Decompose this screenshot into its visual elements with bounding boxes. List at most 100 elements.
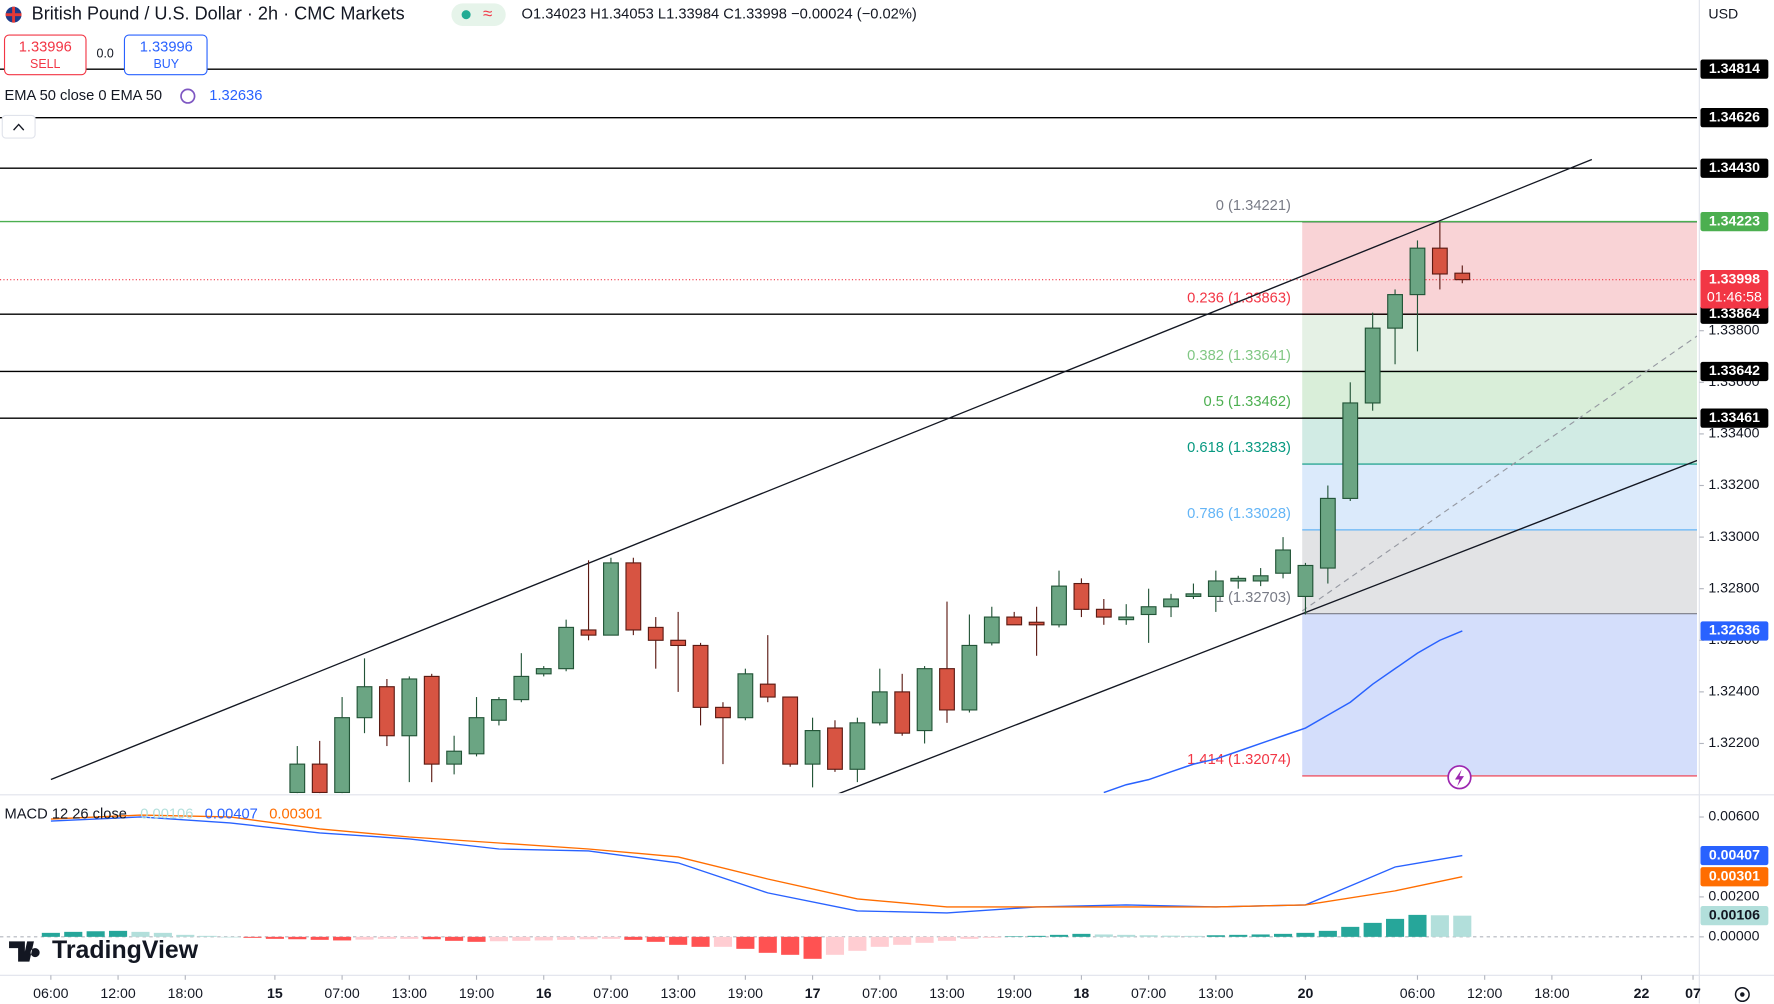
candle-body <box>1342 402 1359 499</box>
candle-body <box>401 678 418 737</box>
y-tick-label: 1.33000 <box>1708 528 1759 544</box>
macd-hist-bar <box>221 936 240 938</box>
macd-line <box>50 816 1463 914</box>
macd-hist-bar <box>176 934 195 937</box>
currency[interactable]: USD <box>1708 5 1738 21</box>
macd-hist-bar <box>848 936 867 951</box>
macd-hist-bar <box>355 936 374 940</box>
sell-price: 1.33996 <box>19 39 72 55</box>
macd-hist-bar <box>1363 922 1382 937</box>
macd-hist-bar <box>64 931 83 937</box>
macd-hist-bar <box>893 936 912 945</box>
y-tick-label: 1.33400 <box>1708 425 1759 441</box>
x-tick-label: 07:00 <box>324 985 359 1001</box>
fib-label: 0.236 (1.33863) <box>1187 291 1291 307</box>
candle-body <box>423 675 440 765</box>
sell-label: SELL <box>30 57 61 71</box>
macd-hist-bar <box>960 936 979 939</box>
candle-body <box>1230 577 1247 582</box>
ema-refresh-icon[interactable] <box>180 88 196 104</box>
hist-box <box>1700 906 1769 926</box>
x-tick-label: 13:00 <box>660 985 695 1001</box>
x-tick-label: 19:00 <box>459 985 494 1001</box>
macd-hist-bar <box>1206 935 1225 937</box>
candle-body <box>1095 608 1112 618</box>
countdown: 01:46:58 <box>1707 288 1762 304</box>
x-tick-label: 22 <box>1634 985 1650 1001</box>
drawings <box>50 158 1698 794</box>
macd-hist-bar <box>1139 935 1158 937</box>
macd-hist-bar <box>1296 932 1315 937</box>
x-tick-label: 18:00 <box>1534 985 1569 1001</box>
candle-body <box>1006 616 1023 626</box>
level-box <box>1700 211 1769 232</box>
macd-hist-bar <box>982 936 1001 938</box>
macd-hist-bar <box>1049 934 1069 937</box>
candle-body <box>603 562 619 636</box>
macd-hist-bar <box>624 936 643 940</box>
status-pill[interactable] <box>451 3 506 27</box>
settings-icon[interactable] <box>1734 986 1750 1003</box>
ema-box <box>1700 621 1769 641</box>
channel-upper <box>50 158 1593 781</box>
macd-hist-bar <box>1184 935 1203 937</box>
sell-button[interactable] <box>3 34 87 76</box>
macd-hist-bar <box>1341 926 1360 937</box>
candle-body <box>849 722 866 770</box>
candle-body <box>759 683 776 698</box>
macd-hist-bar <box>489 936 508 942</box>
level-label: 1.33461 <box>1709 409 1760 425</box>
candle-body <box>1185 593 1202 597</box>
chevron <box>13 123 25 131</box>
symbol-title: British Pound / U.S. Dollar · 2h · CMC M… <box>32 3 405 23</box>
macd-hist-bar <box>265 936 284 939</box>
collapse-button[interactable] <box>1 114 36 139</box>
signal-value: 0.00301 <box>269 806 322 822</box>
candle-body <box>1207 580 1224 597</box>
candle-body <box>827 727 843 770</box>
candle-body <box>961 644 978 711</box>
macd-hist-bar <box>512 936 531 941</box>
macd-hist-bar <box>1094 934 1113 937</box>
candle-body <box>535 668 552 675</box>
hist-label: 0.00106 <box>1709 906 1760 922</box>
macd-hist-bar <box>1005 936 1024 938</box>
level-box <box>1700 59 1769 79</box>
candle-body <box>513 675 530 701</box>
macd-hist-bar <box>758 936 777 953</box>
candle-body <box>1431 247 1448 275</box>
fib-label: 1.414 (1.32074) <box>1187 752 1291 768</box>
event-bolt <box>1454 769 1465 787</box>
macd-y-tick-label: 0.00200 <box>1708 888 1759 904</box>
macd-hist-bar <box>713 936 733 947</box>
candle-body <box>334 717 351 794</box>
fib-label: 1 (1.32703) <box>1216 590 1291 606</box>
macd-hist-bar <box>400 936 419 939</box>
candle-body <box>378 686 395 737</box>
macd-hist-bar <box>669 936 688 945</box>
candle-body <box>1387 294 1403 329</box>
x-tick-label: 12:00 <box>1467 985 1502 1001</box>
macd-hist-bar <box>915 936 934 943</box>
x-tick-label: 13:00 <box>392 985 427 1001</box>
x-tick-label: 16 <box>536 985 552 1001</box>
x-tick-label: 19:00 <box>997 985 1032 1001</box>
macd-hist-bar <box>41 932 60 937</box>
candle-body <box>782 696 799 765</box>
level-box <box>1700 304 1769 324</box>
x-tick-label: 18:00 <box>168 985 203 1001</box>
buy-button[interactable] <box>123 34 208 76</box>
x-tick-label: 07:00 <box>1131 985 1166 1001</box>
x-tick-label: 06:00 <box>33 985 68 1001</box>
candle-body <box>1163 598 1179 608</box>
ema-legend: EMA 50 close 0 EMA 50 <box>5 88 163 104</box>
macd-hist-bar <box>1408 914 1427 937</box>
macd-hist-bar <box>422 936 441 940</box>
y-tick-label: 1.32800 <box>1708 579 1759 595</box>
x-tick-label: 17 <box>805 985 821 1001</box>
last-price-label: 1.33998 <box>1709 270 1760 286</box>
macd-legend: MACD 12 26 close <box>5 806 127 822</box>
overlay: British Pound / U.S. Dollar · 2h · CMC M… <box>1 3 1750 1003</box>
candles <box>289 222 1471 794</box>
macd-hist-bar <box>736 936 755 949</box>
